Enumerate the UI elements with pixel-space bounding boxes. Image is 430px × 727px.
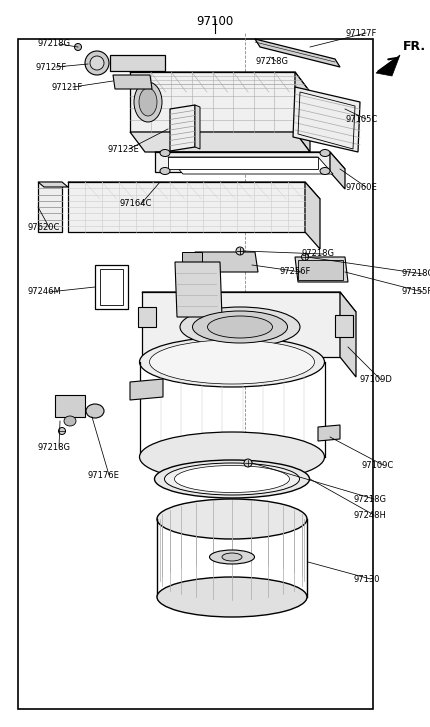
Text: 97218G: 97218G	[402, 270, 430, 278]
Ellipse shape	[160, 150, 170, 156]
Polygon shape	[318, 425, 340, 441]
Ellipse shape	[209, 550, 255, 564]
Polygon shape	[142, 292, 356, 312]
Ellipse shape	[244, 459, 252, 467]
Ellipse shape	[236, 247, 244, 255]
Text: 97176E: 97176E	[88, 470, 120, 480]
Polygon shape	[130, 72, 295, 132]
Polygon shape	[340, 292, 356, 377]
Ellipse shape	[222, 553, 242, 561]
Polygon shape	[330, 152, 345, 189]
Polygon shape	[155, 152, 330, 172]
Text: 97130: 97130	[353, 574, 380, 584]
Ellipse shape	[157, 499, 307, 539]
Polygon shape	[376, 55, 400, 76]
Bar	[55, 395, 85, 417]
Bar	[138, 307, 156, 327]
Ellipse shape	[175, 465, 289, 492]
Polygon shape	[295, 72, 310, 152]
Ellipse shape	[139, 337, 325, 387]
Polygon shape	[295, 257, 348, 282]
Ellipse shape	[157, 577, 307, 617]
Text: 97164C: 97164C	[120, 199, 152, 209]
Polygon shape	[168, 157, 318, 169]
Text: 97060E: 97060E	[345, 182, 377, 191]
Bar	[298, 260, 343, 280]
Text: 97620C: 97620C	[28, 222, 60, 231]
Ellipse shape	[160, 167, 170, 174]
Bar	[335, 315, 353, 337]
Polygon shape	[195, 252, 258, 272]
Text: 97127F: 97127F	[345, 28, 376, 38]
Ellipse shape	[58, 427, 65, 435]
Polygon shape	[100, 269, 123, 305]
Polygon shape	[68, 182, 320, 199]
Text: 97218G: 97218G	[255, 57, 288, 65]
Text: 97256F: 97256F	[280, 268, 311, 276]
Ellipse shape	[320, 167, 330, 174]
Text: 97121F: 97121F	[52, 82, 83, 92]
Ellipse shape	[139, 432, 325, 482]
Ellipse shape	[64, 416, 76, 426]
Text: 97246M: 97246M	[28, 287, 62, 297]
Text: 97155F: 97155F	[402, 287, 430, 297]
Polygon shape	[38, 182, 62, 232]
Polygon shape	[305, 182, 320, 249]
Polygon shape	[175, 262, 222, 317]
Polygon shape	[170, 105, 195, 151]
Ellipse shape	[208, 316, 273, 338]
Ellipse shape	[85, 51, 109, 75]
Ellipse shape	[90, 56, 104, 70]
Bar	[18, 39, 373, 709]
Polygon shape	[195, 105, 200, 149]
Polygon shape	[155, 152, 345, 169]
Text: 97248H: 97248H	[353, 510, 386, 520]
Ellipse shape	[134, 82, 162, 122]
Text: 97218G: 97218G	[38, 39, 71, 49]
Ellipse shape	[180, 307, 300, 347]
Ellipse shape	[193, 311, 288, 343]
Polygon shape	[142, 292, 340, 357]
Polygon shape	[168, 157, 333, 174]
Polygon shape	[293, 87, 360, 152]
Text: 97218G: 97218G	[353, 494, 386, 504]
Polygon shape	[38, 182, 68, 187]
Polygon shape	[255, 39, 340, 67]
Ellipse shape	[165, 463, 300, 495]
Polygon shape	[130, 132, 310, 152]
Ellipse shape	[139, 88, 157, 116]
Text: 97109D: 97109D	[360, 376, 393, 385]
Text: 97125F: 97125F	[35, 63, 66, 71]
Text: 97218G: 97218G	[302, 249, 335, 259]
Polygon shape	[113, 75, 152, 89]
Polygon shape	[130, 379, 163, 400]
Ellipse shape	[150, 340, 314, 384]
Ellipse shape	[301, 254, 308, 260]
Polygon shape	[68, 182, 305, 232]
Text: 97105C: 97105C	[345, 114, 377, 124]
Text: 97218G: 97218G	[38, 443, 71, 451]
Polygon shape	[110, 55, 165, 71]
Ellipse shape	[86, 404, 104, 418]
Ellipse shape	[74, 44, 82, 50]
Text: 97100: 97100	[197, 15, 233, 28]
Polygon shape	[95, 265, 128, 309]
Text: 97109C: 97109C	[362, 460, 394, 470]
Polygon shape	[130, 72, 310, 92]
Text: 97123E: 97123E	[108, 145, 140, 153]
Bar	[182, 252, 202, 267]
Ellipse shape	[320, 150, 330, 156]
Ellipse shape	[154, 460, 310, 498]
Text: FR.: FR.	[403, 41, 426, 54]
